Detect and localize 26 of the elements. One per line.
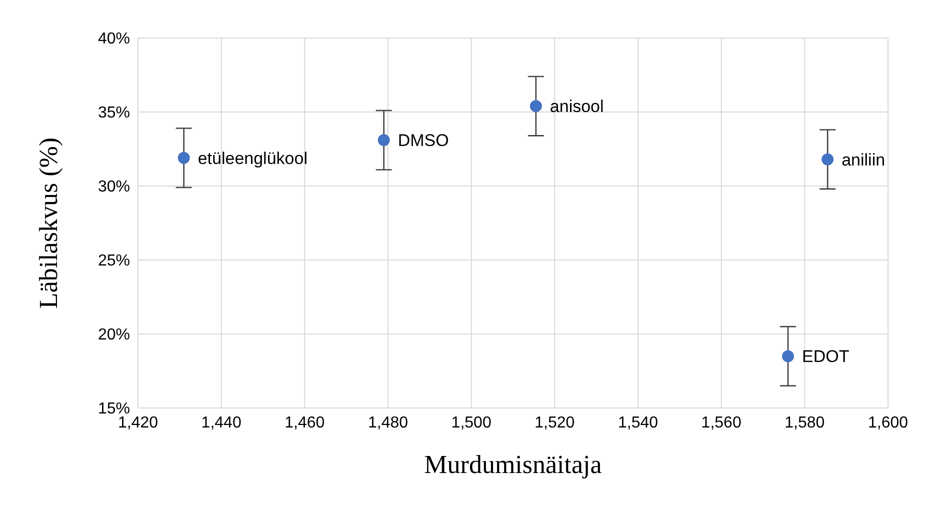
y-tick-label: 35% [98, 104, 130, 122]
x-tick-label: 1,540 [618, 414, 658, 432]
x-tick-label: 1,440 [201, 414, 242, 432]
x-tick-label: 1,480 [368, 414, 408, 432]
y-tick-label: 30% [98, 178, 130, 196]
point [178, 152, 190, 164]
point [822, 153, 834, 166]
x-tick-label: 1,560 [701, 414, 742, 432]
point [530, 100, 542, 112]
point [782, 350, 794, 362]
annotation: EDOT [802, 347, 850, 366]
y-tick-label: 20% [98, 326, 130, 344]
x-axis-title: Murdumisnäitaja [424, 450, 602, 479]
annotation: DMSO [398, 131, 449, 150]
y-axis-title: Läbilaskvus (%) [34, 137, 64, 309]
x-tick-label: 1,520 [534, 414, 575, 432]
y-tick-label: 40% [98, 30, 130, 48]
point [378, 134, 390, 146]
x-tick-label: 1,580 [784, 414, 825, 432]
y-tick-label: 25% [98, 252, 130, 270]
annotation: anisool [550, 97, 604, 116]
annotation: etüleenglükool [198, 148, 308, 168]
x-tick-label: 1,600 [868, 414, 908, 432]
x-tick-label: 1,500 [451, 414, 492, 432]
annotation: aniliin [842, 150, 886, 170]
x-tick-label: 1,460 [284, 414, 325, 432]
